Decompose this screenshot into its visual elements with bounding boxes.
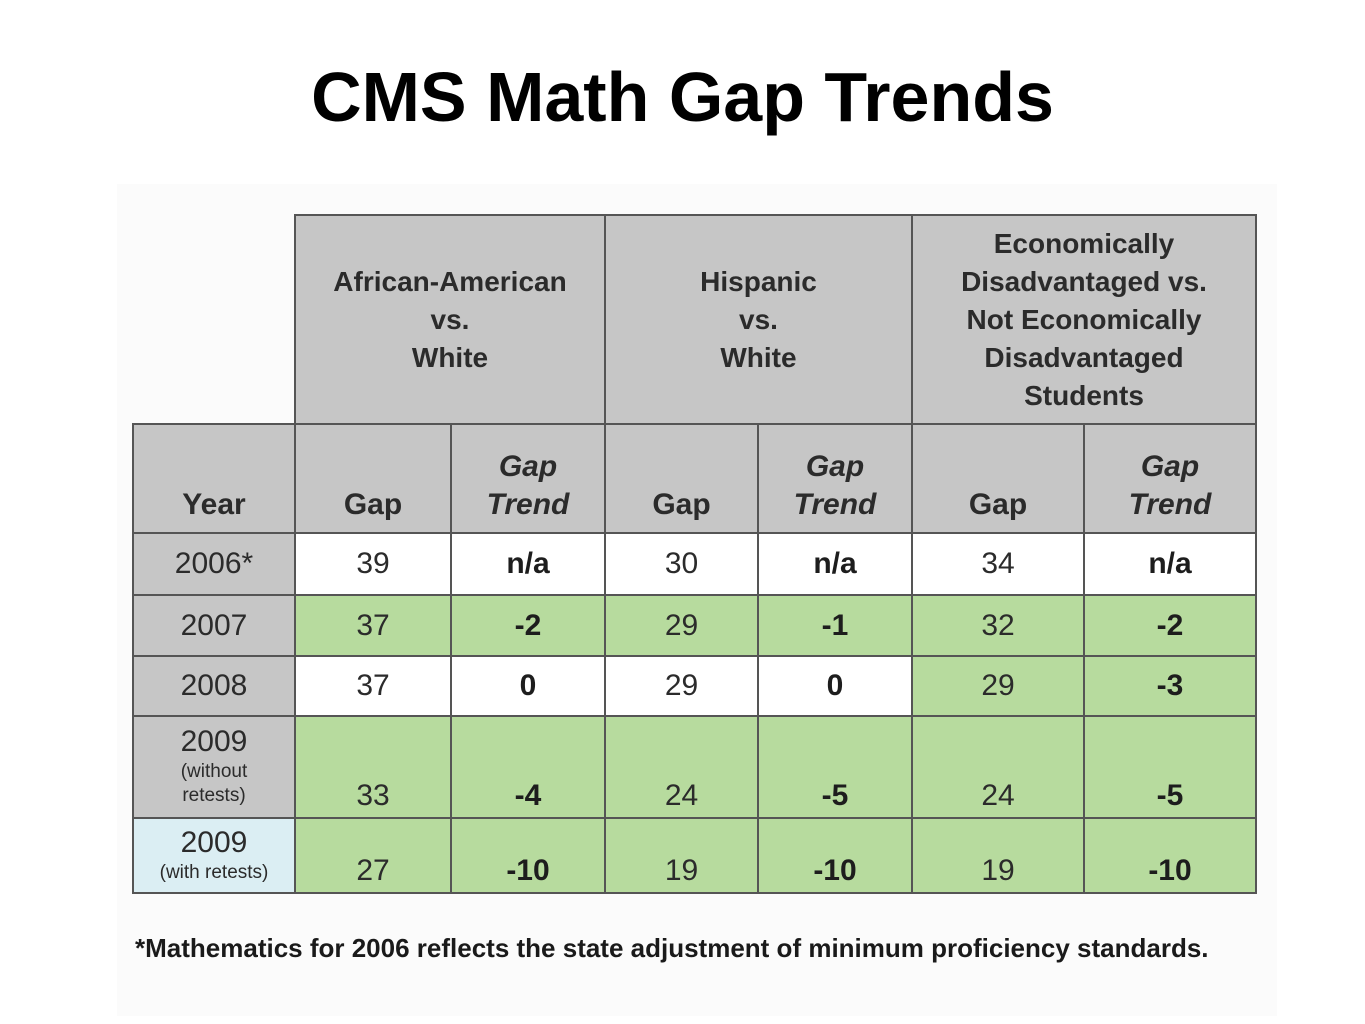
column-header-gap-trend: Gap Trend: [757, 423, 913, 534]
year-cell: 2009 (with retests): [132, 817, 296, 894]
gap-trend-value: -10: [450, 817, 606, 894]
gap-trend-value: -5: [1083, 715, 1257, 819]
gap-trend-value: -4: [450, 715, 606, 819]
gap-trend-value: -3: [1083, 655, 1257, 717]
gap-value: 33: [294, 715, 452, 819]
gap-value: 29: [604, 594, 759, 657]
gap-trend-value: n/a: [450, 532, 606, 596]
gap-value: 27: [294, 817, 452, 894]
gap-value: 39: [294, 532, 452, 596]
column-header-year: Year: [132, 423, 296, 534]
gap-value: 30: [604, 532, 759, 596]
column-header-gap: Gap: [294, 423, 452, 534]
column-header-gap-trend: Gap Trend: [450, 423, 606, 534]
gap-trend-value: -5: [757, 715, 913, 819]
gap-value: 24: [604, 715, 759, 819]
year-label: 2007: [180, 608, 248, 642]
year-label: 2006*: [174, 547, 254, 580]
gap-trend-value: n/a: [757, 532, 913, 596]
gap-value: 29: [911, 655, 1085, 717]
year-cell: 2007: [132, 594, 296, 657]
group-header-hispanic: Hispanic vs. White: [604, 214, 913, 425]
gap-value: 19: [911, 817, 1085, 894]
gap-value: 32: [911, 594, 1085, 657]
gap-trend-value: 0: [757, 655, 913, 717]
year-label: 2008: [180, 669, 248, 702]
year-cell: 2009 (without retests): [132, 715, 296, 819]
gap-value: 37: [294, 655, 452, 717]
column-header-gap: Gap: [604, 423, 759, 534]
gap-value: 19: [604, 817, 759, 894]
year-cell: 2006*: [132, 532, 296, 596]
footnote: *Mathematics for 2006 reflects the state…: [135, 933, 1209, 963]
year-cell: 2008: [132, 655, 296, 717]
page-title: CMS Math Gap Trends: [311, 58, 1054, 136]
gap-trend-value: -1: [757, 594, 913, 657]
gap-trend-value: -10: [1083, 817, 1257, 894]
gap-trend-value: -10: [757, 817, 913, 894]
gap-value: 24: [911, 715, 1085, 819]
gap-trend-value: -2: [1083, 594, 1257, 657]
gap-trend-value: 0: [450, 655, 606, 717]
group-header-economically-disadvantaged: Economically Disadvantaged vs. Not Econo…: [911, 214, 1257, 425]
gap-value: 34: [911, 532, 1085, 596]
year-label: 2009: [180, 825, 248, 859]
gap-value: 37: [294, 594, 452, 657]
year-note: (without retests): [180, 761, 248, 806]
gap-trend-value: n/a: [1083, 532, 1257, 596]
gap-trend-value: -2: [450, 594, 606, 657]
gap-value: 29: [604, 655, 759, 717]
column-header-gap: Gap: [911, 423, 1085, 534]
year-label: 2009: [180, 725, 248, 758]
group-header-african-american: African-American vs. White: [294, 214, 606, 425]
column-header-gap-trend: Gap Trend: [1083, 423, 1257, 534]
year-note: (with retests): [159, 861, 269, 883]
